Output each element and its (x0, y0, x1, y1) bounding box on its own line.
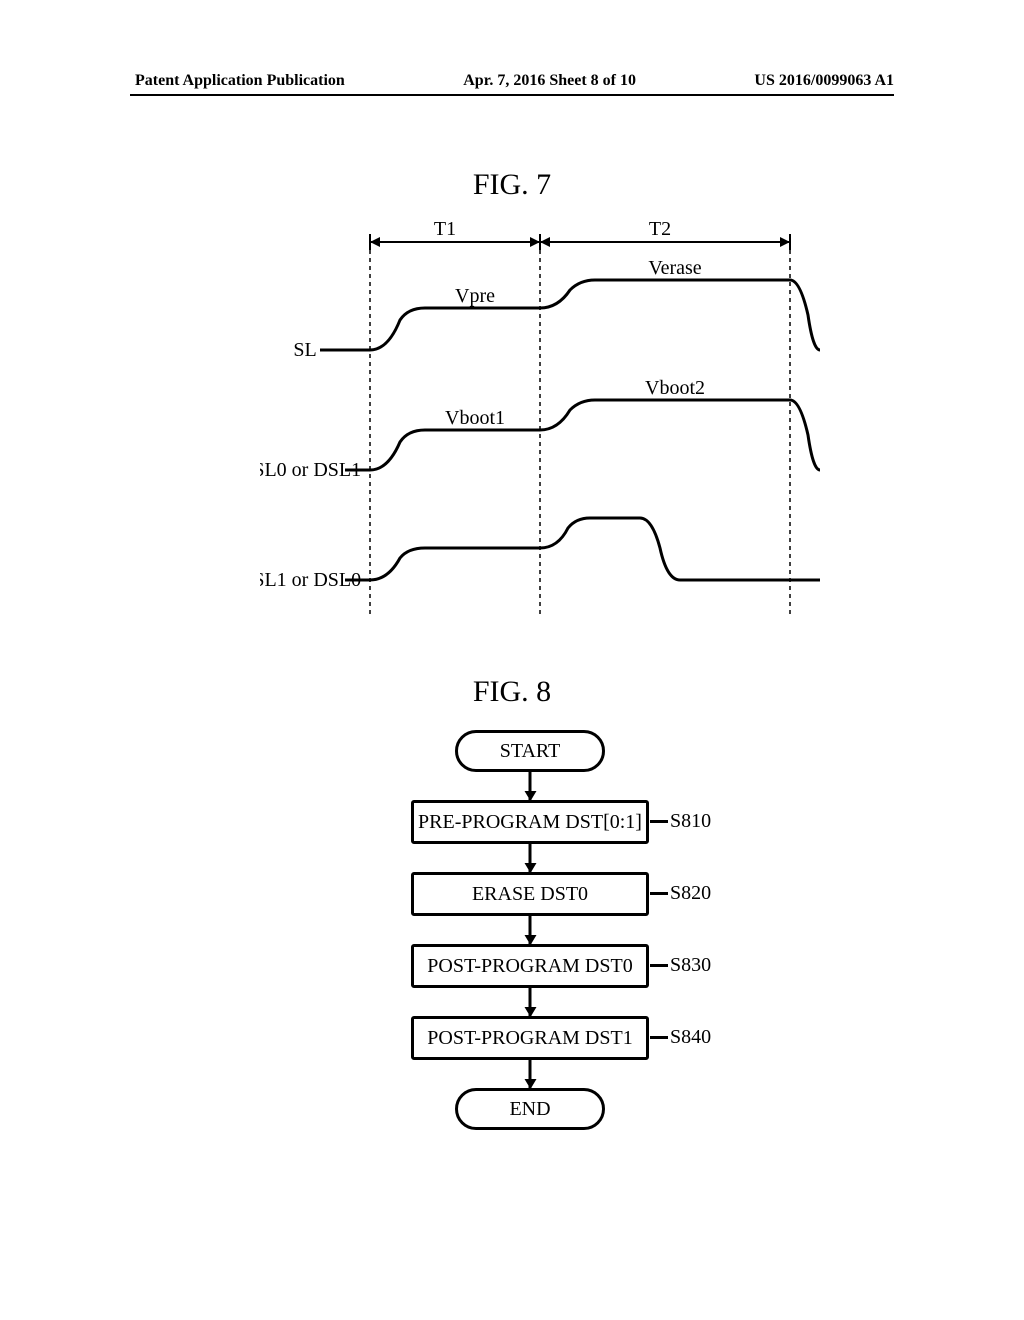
step-s840-label: POST-PROGRAM DST1 (427, 1027, 632, 1050)
header-rule (130, 94, 894, 96)
flow-end: END (455, 1088, 605, 1130)
t2-label: T2 (649, 220, 671, 240)
dsl-a-waveform (345, 400, 820, 470)
fig7-timing-diagram: T1 T2 SL Vpre Verase DSL0 or DSL1 Vboot1… (260, 220, 820, 620)
dsl-b-waveform (345, 518, 820, 580)
arrow-3 (529, 916, 532, 944)
arrow-4 (529, 988, 532, 1016)
fig7-title: FIG. 7 (0, 168, 1024, 202)
step-id-s820: S820 (670, 882, 711, 905)
flow-start-label: START (500, 740, 561, 763)
flow-step-s810: PRE-PROGRAM DST[0:1] (411, 800, 649, 844)
step-s810-label: PRE-PROGRAM DST[0:1] (418, 811, 642, 834)
arrow-5 (529, 1060, 532, 1088)
connector-s810 (650, 820, 668, 823)
arrow-1 (529, 772, 532, 800)
connector-s830 (650, 964, 668, 967)
step-s830-label: POST-PROGRAM DST0 (427, 955, 632, 978)
flow-start: START (455, 730, 605, 772)
flow-step-s830: POST-PROGRAM DST0 (411, 944, 649, 988)
header-right: US 2016/0099063 A1 (754, 72, 894, 90)
vboot1-label: Vboot1 (445, 407, 505, 429)
flow-end-label: END (509, 1098, 550, 1121)
flow-step-s840: POST-PROGRAM DST1 (411, 1016, 649, 1060)
verase-label: Verase (648, 257, 701, 279)
arrow-2 (529, 844, 532, 872)
step-id-s830: S830 (670, 954, 711, 977)
step-id-s810: S810 (670, 810, 711, 833)
sl-waveform (320, 280, 820, 350)
step-id-s840: S840 (670, 1026, 711, 1049)
sl-label: SL (293, 339, 316, 361)
fig8-flowchart: START PRE-PROGRAM DST[0:1] S810 ERASE DS… (310, 730, 750, 1230)
connector-s840 (650, 1036, 668, 1039)
header-left: Patent Application Publication (135, 72, 345, 90)
t1-label: T1 (434, 220, 456, 240)
fig8-title: FIG. 8 (0, 675, 1024, 709)
vpre-label: Vpre (455, 285, 495, 307)
flow-step-s820: ERASE DST0 (411, 872, 649, 916)
patent-header: Patent Application Publication Apr. 7, 2… (0, 72, 1024, 90)
step-s820-label: ERASE DST0 (472, 883, 588, 906)
vboot2-label: Vboot2 (645, 377, 705, 399)
connector-s820 (650, 892, 668, 895)
header-center: Apr. 7, 2016 Sheet 8 of 10 (463, 72, 636, 90)
